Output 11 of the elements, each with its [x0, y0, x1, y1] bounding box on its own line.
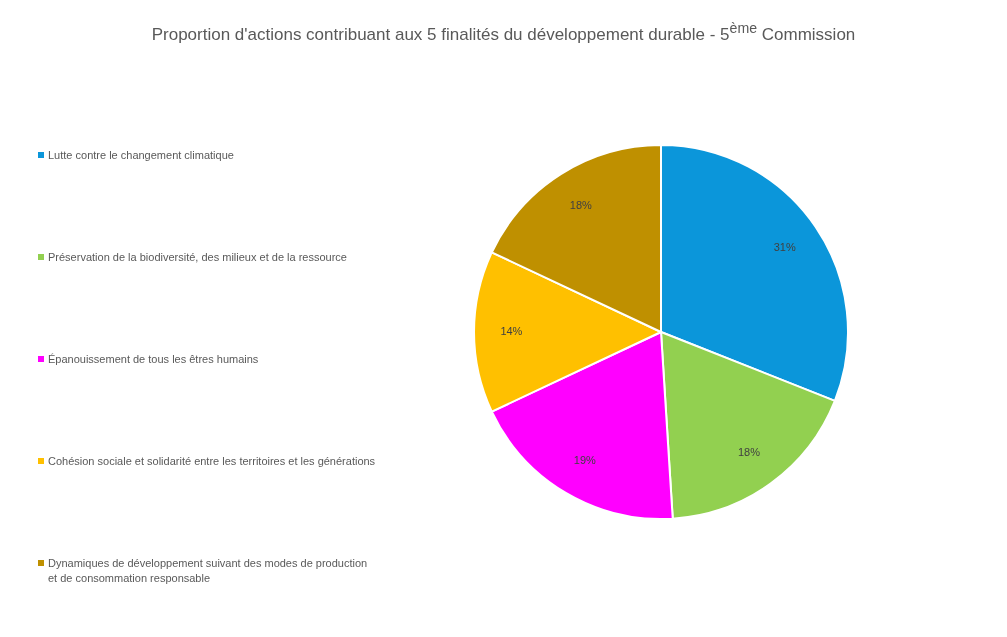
legend-label: Dynamiques de développement suivant des modes de production et de consommation responsable	[48, 557, 368, 584]
legend-label: Lutte contre le changement climatique	[48, 149, 234, 161]
chart-title: Proportion d'actions contribuant aux 5 finalités du développement durable - 5$^{ème}$ Commission	[150, 20, 857, 45]
data-label: 14%	[500, 325, 523, 338]
data-label: 18%	[737, 446, 761, 459]
legend-label: Préservation de la biodiversité, des milieux et de la ressource	[48, 251, 347, 263]
data-label: 31%	[773, 240, 796, 253]
data-label: 19%	[573, 453, 597, 466]
legend-label: Épanouissement de tous les êtres humains	[48, 353, 259, 365]
legend-label: Cohésion sociale et solidarité entre les territoires et les générations	[48, 455, 376, 467]
data-label: 18%	[569, 198, 593, 211]
